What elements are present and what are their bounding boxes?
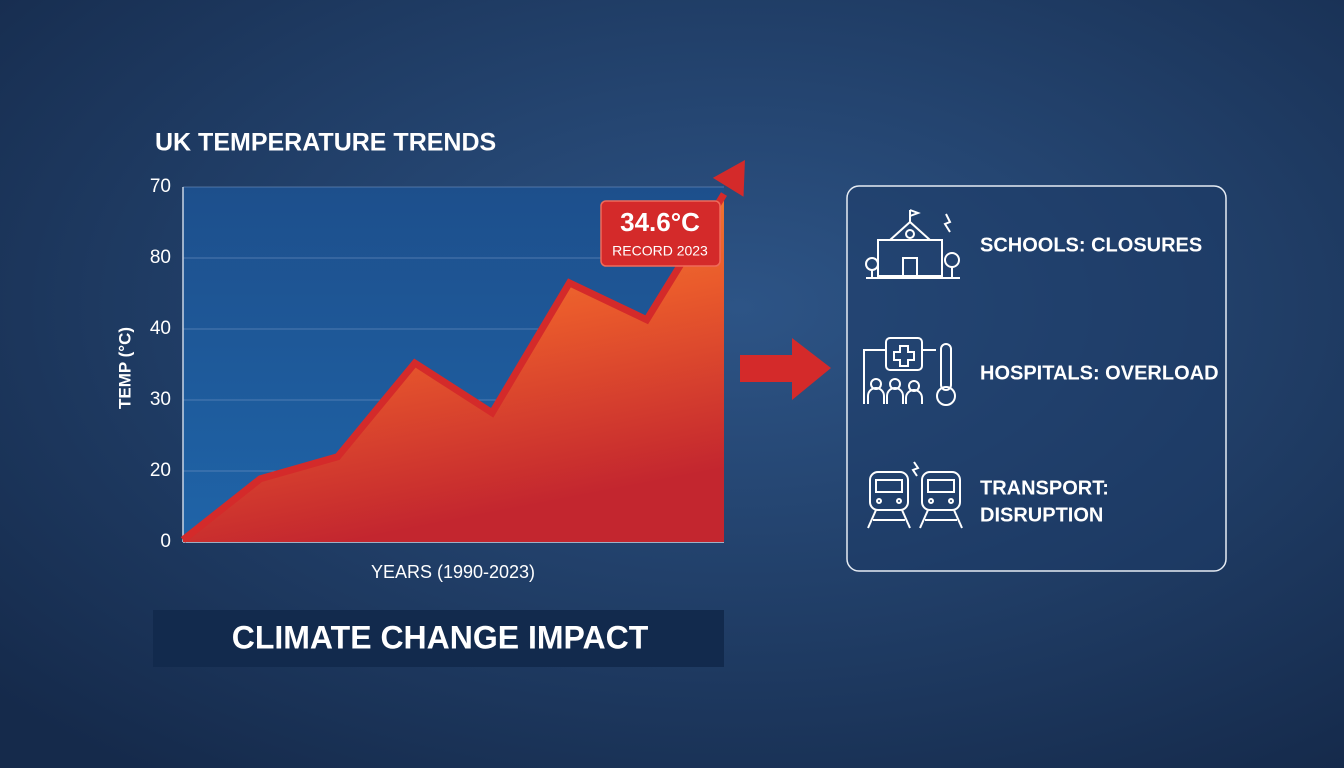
- impact-label: DISRUPTION: [980, 504, 1103, 526]
- annotation-box: [600, 200, 721, 267]
- transport-icon: [867, 461, 963, 529]
- y-axis-label: TEMP (°C): [115, 327, 134, 409]
- banner-box: [153, 610, 724, 667]
- x-axis-label: YEARS (1990-2023): [371, 562, 535, 582]
- plot: 0 20 30 40 80 70 34.6°C RECORD 2023: [150, 160, 745, 552]
- y-tick-label: 30: [150, 389, 171, 410]
- area: [183, 194, 724, 542]
- chart-title: UK TEMPERATURE TRENDS: [155, 129, 496, 157]
- flow-arrow: [740, 338, 831, 400]
- y-tick-label: 40: [150, 318, 171, 339]
- y-tick-label: 0: [160, 531, 171, 552]
- trend-arrowhead: [712, 160, 745, 197]
- icons: [863, 209, 963, 529]
- impact-label: TRANSPORT:: [980, 477, 1109, 499]
- impact-list: SCHOOLS: CLOSURES HOSPITALS: OVERLOAD TRAN…: [980, 234, 1219, 526]
- impact-panel: [846, 185, 1227, 572]
- impact-label: HOSPITALS: OVERLOAD: [980, 362, 1219, 384]
- school-icon: [865, 209, 960, 279]
- y-tick-label: 80: [150, 247, 171, 268]
- impact-label: SCHOOLS: CLOSURES: [980, 234, 1202, 256]
- y-tick-label: 70: [150, 176, 171, 197]
- banner: CLIMATE CHANGE IMPACT: [232, 619, 649, 655]
- y-tick-label: 20: [150, 460, 171, 481]
- annotation-value: 34.6°C: [620, 207, 700, 237]
- hospital-icon: [863, 337, 956, 406]
- line: [180, 192, 727, 543]
- annotation-note: RECORD 2023: [612, 243, 708, 259]
